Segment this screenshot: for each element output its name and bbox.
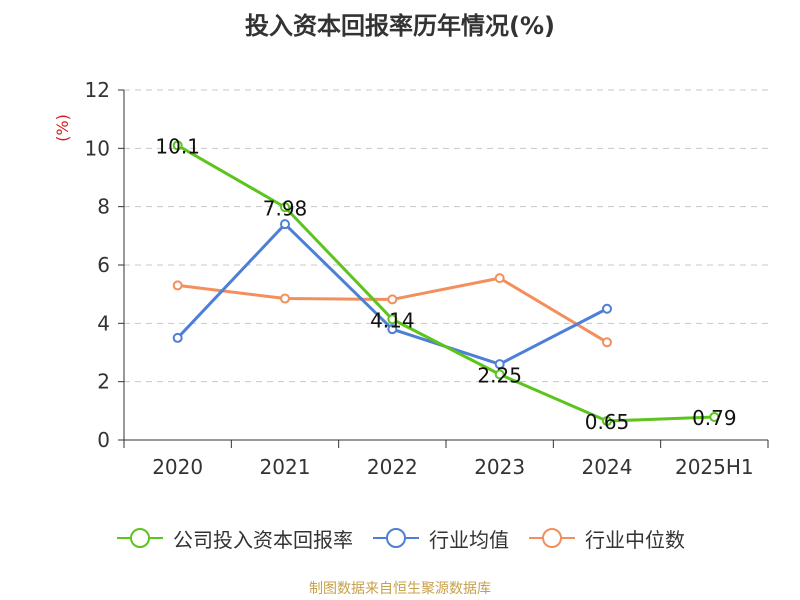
y-tick-label: 2 (97, 370, 110, 394)
x-tick-label: 2022 (367, 455, 418, 479)
data-label: 0.65 (585, 410, 630, 434)
data-label: 4.14 (370, 308, 415, 332)
data-point (387, 294, 398, 305)
legend-label: 行业均值 (429, 527, 509, 552)
data-point (280, 219, 290, 230)
x-tick-label: 2025H1 (675, 455, 754, 479)
y-tick-label: 6 (97, 253, 110, 277)
data-point (494, 369, 505, 380)
data-point (602, 337, 612, 348)
y-tick-label: 4 (97, 311, 110, 335)
data-label: 2.25 (477, 363, 522, 387)
legend-marker (542, 528, 562, 548)
y-tick-label: 12 (85, 78, 110, 102)
y-tick-label: 10 (85, 136, 110, 160)
legend-marker (130, 528, 150, 548)
x-tick-label: 2021 (260, 455, 311, 479)
data-point (172, 280, 183, 291)
y-tick-label: 0 (97, 428, 110, 452)
data-point (280, 293, 290, 304)
data-point (602, 303, 612, 314)
data-point (602, 416, 612, 427)
data-point (172, 332, 183, 343)
line-chart: 0 2 4 6 8 10 12 2020 2021 2022 2023 2024 2025H1 (%) 10… (53, 78, 769, 479)
data-point (172, 140, 183, 151)
data-point (387, 324, 398, 335)
y-axis-label: (%) (53, 114, 72, 142)
legend-label: 公司投入资本回报率 (173, 527, 353, 552)
data-point (387, 314, 398, 325)
data-point (494, 273, 505, 284)
legend-item: 公司投入资本回报率 (115, 524, 353, 553)
legend-label: 行业中位数 (585, 527, 685, 552)
data-label: 7.98 (263, 196, 308, 220)
legend-swatch (117, 528, 163, 548)
x-tick-label: 2023 (474, 455, 525, 479)
legend-swatch (373, 528, 419, 548)
legend-item: 行业均值 (371, 524, 509, 553)
chart-title: 投入资本回报率历年情况(%) (245, 12, 555, 40)
data-label: 10.1 (155, 134, 200, 158)
data-label: 0.79 (692, 406, 737, 430)
data-point (280, 202, 290, 213)
legend-swatch (529, 528, 575, 548)
source-footer: 制图数据来自恒生聚源数据库 (309, 581, 491, 597)
y-tick-label: 8 (97, 195, 110, 219)
legend-item: 行业中位数 (527, 524, 685, 553)
data-point (494, 359, 505, 370)
x-tick-label: 2020 (152, 455, 203, 479)
data-point (709, 411, 720, 422)
x-tick-label: 2024 (582, 455, 633, 479)
legend-marker (386, 528, 406, 548)
series-line (176, 144, 715, 423)
legend: 公司投入资本回报率 行业均值 行业中位数 (0, 518, 800, 558)
